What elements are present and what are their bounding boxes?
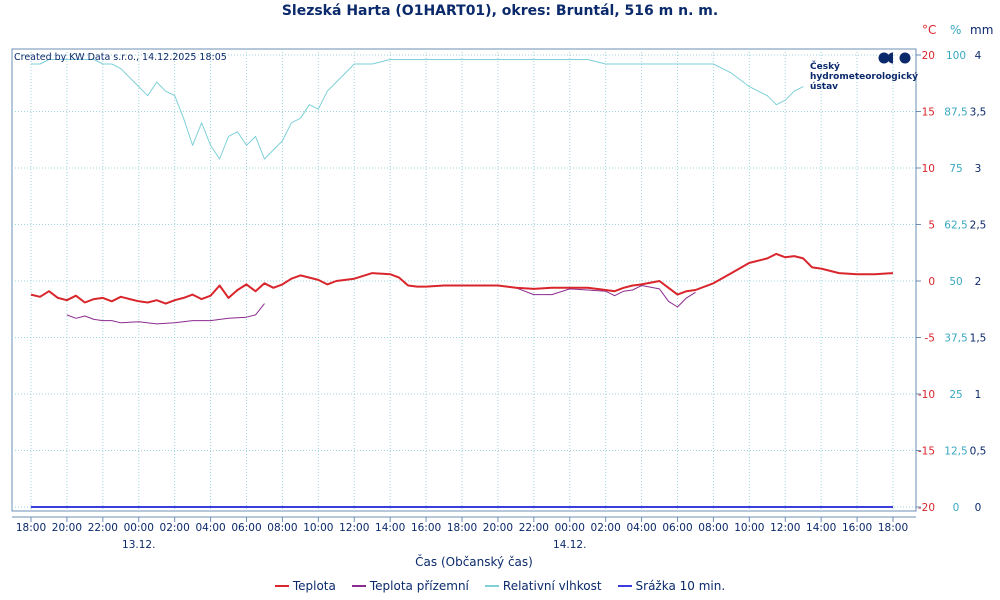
unit-precip: mm <box>970 23 994 37</box>
humidity-tick-label: 50 <box>949 276 962 288</box>
temp-tick-label: 10 <box>922 163 935 175</box>
temp-tick-label: -15 <box>918 446 935 458</box>
humidity-tick-label: 62,5 <box>944 220 967 232</box>
legend-swatch-humidity <box>484 585 499 587</box>
chmi-logo-dot-1 <box>878 52 890 64</box>
temp-tick-label: -5 <box>925 333 935 345</box>
x-axis-label: Čas (Občanský čas) <box>415 554 533 569</box>
legend-label-temp: Teplota <box>292 579 336 593</box>
date-label: 13.12. <box>122 539 155 551</box>
chart-title: Slezská Harta (O1HART01), okres: Bruntál… <box>281 3 719 19</box>
series-temp-line <box>30 252 894 305</box>
x-tick-label: 10:00 <box>303 522 333 534</box>
x-tick-label: 04:00 <box>626 522 656 534</box>
humidity-tick-label: 37,5 <box>944 333 967 345</box>
plot-area <box>11 48 917 512</box>
humidity-tick-label: 100 <box>946 50 966 62</box>
x-tick-label: 00:00 <box>555 522 585 534</box>
legend-item-ground: Teplota přízemní <box>351 579 469 593</box>
x-tick-label: 22:00 <box>88 522 118 534</box>
legend-item-temp: Teplota <box>274 579 336 593</box>
x-tick-label: 16:00 <box>842 522 872 534</box>
legend-swatch-temp <box>274 585 289 587</box>
chmi-logo-half-dot <box>887 52 893 64</box>
precip-tick-label: 3,5 <box>970 107 987 119</box>
legend-swatch-precip <box>617 585 632 587</box>
temp-tick-label: -20 <box>918 502 935 514</box>
x-tick-label: 18:00 <box>16 522 46 534</box>
unit-temp: °C <box>922 23 937 37</box>
logo-line-3: ústav <box>810 82 839 92</box>
humidity-tick-label: 12,5 <box>944 446 967 458</box>
x-tick-label: 16:00 <box>411 522 441 534</box>
x-tick-label: 12:00 <box>770 522 800 534</box>
x-tick-label: 00:00 <box>124 522 154 534</box>
temp-tick-label: 15 <box>922 107 935 119</box>
precip-tick-label: 0 <box>975 502 982 514</box>
temp-tick-label: 20 <box>922 50 935 62</box>
precip-tick-label: 1,5 <box>970 333 987 345</box>
x-tick-label: 22:00 <box>519 522 549 534</box>
x-tick-label: 06:00 <box>662 522 692 534</box>
legend-item-precip: Srážka 10 min. <box>617 579 726 593</box>
unit-humidity: % <box>950 23 962 37</box>
x-tick-label: 10:00 <box>734 522 764 534</box>
precip-tick-label: 2 <box>975 276 982 288</box>
logo-line-1: Český <box>810 62 840 72</box>
chmi-logo-dot-2 <box>899 52 911 64</box>
x-tick-label: 12:00 <box>339 522 369 534</box>
credit-text: Created by KW Data s.r.o., 14.12.2025 18… <box>14 52 227 63</box>
x-tick-label: 08:00 <box>698 522 728 534</box>
legend: Teplota Teplota přízemní Relativní vlhko… <box>0 579 1000 593</box>
x-tick-label: 20:00 <box>52 522 82 534</box>
series-ground-temp-line <box>66 303 265 325</box>
x-tick-label: 18:00 <box>878 522 908 534</box>
x-tick-label: 14:00 <box>375 522 405 534</box>
temp-tick-label: 5 <box>928 220 935 232</box>
x-tick-label: 20:00 <box>483 522 513 534</box>
x-tick-label: 14:00 <box>806 522 836 534</box>
series-ground-temp-line-2 <box>497 285 696 308</box>
x-tick-label: 18:00 <box>447 522 477 534</box>
precip-tick-label: 2,5 <box>970 220 987 232</box>
x-tick-label: 02:00 <box>591 522 621 534</box>
precip-tick-label: 0,5 <box>970 446 987 458</box>
humidity-tick-label: 87,5 <box>944 107 967 119</box>
x-tick-label: 06:00 <box>231 522 261 534</box>
legend-label-humidity: Relativní vlhkost <box>502 579 602 593</box>
temp-tick-label: -10 <box>918 389 935 401</box>
chmi-logo-text: Český hydrometeorologický ústav <box>810 62 920 92</box>
x-tick-label: 04:00 <box>195 522 225 534</box>
humidity-tick-label: 25 <box>949 389 962 401</box>
humidity-tick-label: 75 <box>949 163 962 175</box>
legend-label-precip: Srážka 10 min. <box>635 579 726 593</box>
date-label: 14.12. <box>553 539 586 551</box>
temp-tick-label: 0 <box>928 276 935 288</box>
series-humidity-line <box>31 59 804 160</box>
precip-tick-label: 1 <box>975 389 982 401</box>
precip-tick-label: 4 <box>975 50 982 62</box>
legend-item-humidity: Relativní vlhkost <box>484 579 602 593</box>
x-tick-label: 08:00 <box>267 522 297 534</box>
humidity-tick-label: 0 <box>953 502 960 514</box>
logo-line-2: hydrometeorologický <box>810 72 919 82</box>
legend-label-ground: Teplota přízemní <box>369 579 469 593</box>
x-tick-label: 02:00 <box>160 522 190 534</box>
legend-swatch-ground <box>351 585 366 587</box>
precip-tick-label: 3 <box>975 163 982 175</box>
